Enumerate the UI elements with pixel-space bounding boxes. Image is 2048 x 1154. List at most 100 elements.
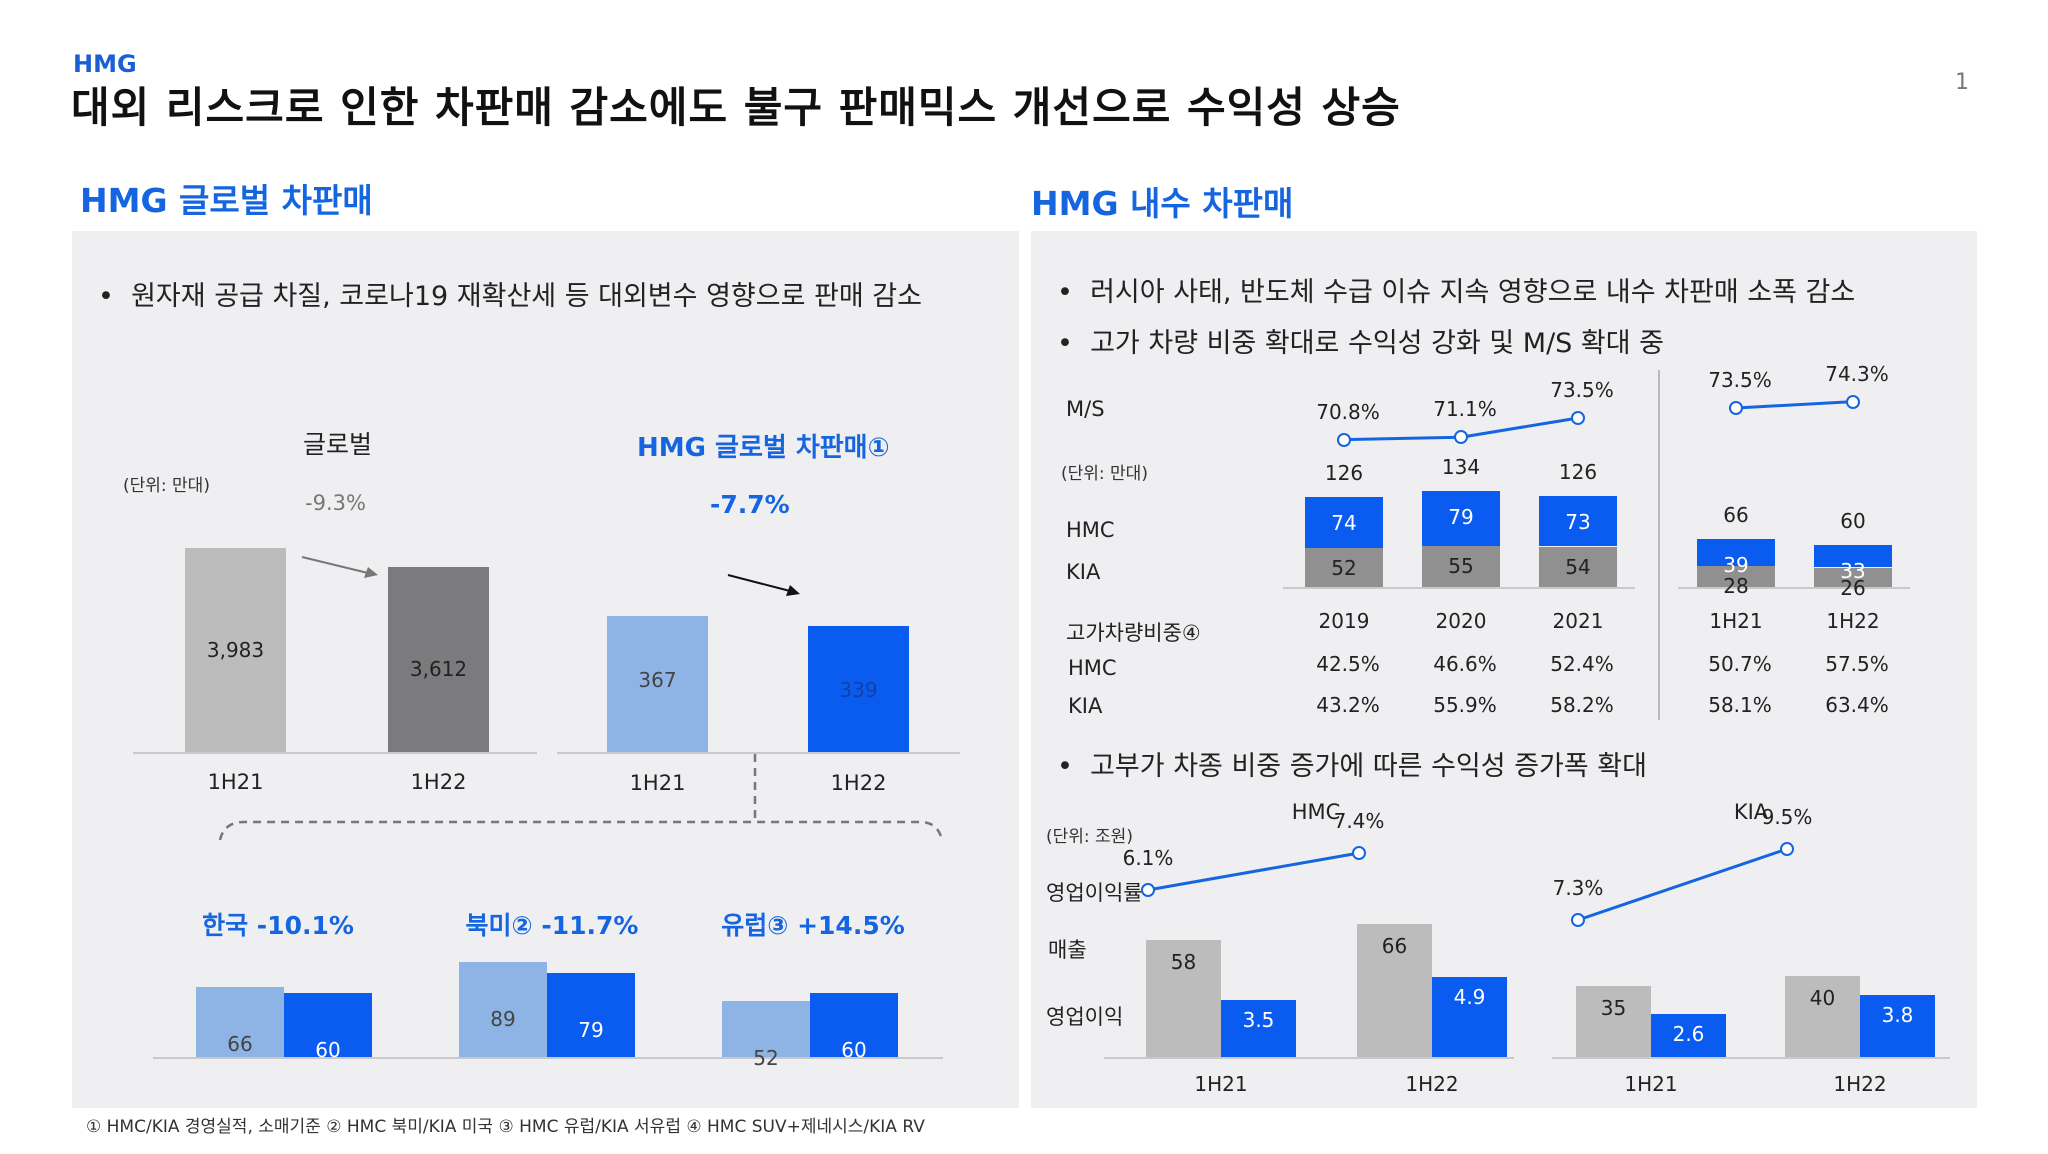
region-change-label: 한국 -10.1% (202, 911, 354, 940)
annual-kia-value: 54 (1565, 554, 1591, 579)
company-tag: HMG (73, 50, 137, 78)
annual-premium-kia: 58.2% (1550, 693, 1614, 717)
half-hmc-value: 39 (1723, 553, 1749, 578)
half-category: 1H22 (1826, 609, 1880, 633)
global-bar (388, 566, 489, 752)
half-hmc-bar (1814, 544, 1892, 568)
kia-profit-revenue-value: 35 (1600, 996, 1627, 1021)
kia-profit-margin-point (1780, 842, 1794, 856)
half-ms-point (1846, 394, 1860, 409)
region-bar-value: 79 (578, 1017, 604, 1042)
annual-category: 2019 (1318, 609, 1370, 633)
footnote: ① HMC/KIA 경영실적, 소매기준 ② HMC 북미/KIA 미국 ③ H… (86, 1117, 925, 1137)
hmc-profit-title: HMC (1291, 800, 1341, 824)
annual-ms-value: 73.5% (1550, 378, 1614, 402)
hmc-row-label: HMC (1066, 518, 1115, 542)
half-kia-bar (1697, 566, 1775, 587)
annual-hmc-value: 74 (1331, 510, 1357, 535)
global-tick-label: 1H21 (207, 770, 264, 794)
half-kia-value: 28 (1723, 574, 1749, 598)
hmc-profit-margin-point (1352, 846, 1366, 860)
kia-profit-category: 1H21 (1624, 1072, 1678, 1096)
hmc-profit-axis (1104, 1057, 1514, 1059)
region-bar (459, 962, 547, 1057)
annual-hmc-value: 73 (1565, 510, 1591, 535)
half-kia-bar (1814, 567, 1892, 587)
annual-hmc-bar (1539, 496, 1617, 547)
hmc-profit-revenue-bar (1146, 940, 1221, 1057)
left-bullet: • 원자재 공급 차질, 코로나19 재확산세 등 대외변수 영향으로 판매 감… (98, 281, 922, 312)
half-premium-hmc: 50.7% (1708, 652, 1772, 676)
half-kia-value: 26 (1840, 575, 1866, 600)
annual-total-value: 134 (1441, 455, 1481, 480)
region-change-label: 유럽③ +14.5% (721, 911, 905, 940)
kia-profit-revenue-value: 40 (1809, 986, 1836, 1011)
kia-profit-op-income-value: 2.6 (1672, 1022, 1705, 1047)
kia-profit-op-income-bar (1860, 994, 1935, 1057)
right-section-title: HMG 내수 차판매 (1031, 184, 1294, 223)
kia-profit-op-income-value: 3.8 (1881, 1002, 1914, 1027)
page-title: 대외 리스크로 인한 차판매 감소에도 불구 판매믹스 개선으로 수익성 상승 (71, 83, 1401, 132)
region-bar (722, 1001, 810, 1057)
half-total-value: 66 (1723, 503, 1749, 528)
annual-kia-value: 52 (1331, 556, 1357, 580)
kia-profit-revenue-bar (1576, 986, 1651, 1057)
hmg-trend-arrow (727, 574, 800, 596)
hmg-chart-label: HMG 글로벌 차판매① (637, 433, 890, 463)
premium-kia-row-label: KIA (1068, 694, 1103, 718)
page-number: 1 (1955, 70, 1969, 95)
kia-profit-margin-value: 9.5% (1761, 805, 1813, 829)
hmc-profit-revenue-value: 66 (1381, 934, 1408, 958)
hmc-profit-margin-value: 7.4% (1333, 809, 1385, 833)
annual-ms-point (1571, 411, 1585, 425)
profit-unit-label: (단위: 조원) (1046, 827, 1133, 847)
annual-kia-bar (1539, 546, 1617, 587)
hmc-profit-category: 1H21 (1194, 1072, 1248, 1096)
annual-total-value: 126 (1324, 460, 1364, 485)
hmc-profit-revenue-bar (1357, 924, 1432, 1057)
annual-ms-point (1337, 432, 1351, 447)
annual-kia-bar (1305, 548, 1383, 587)
region-bar-value: 52 (753, 1046, 779, 1071)
region-bar-value: 60 (315, 1037, 341, 1062)
region-bar (196, 986, 284, 1057)
half-ms-value: 74.3% (1825, 361, 1889, 386)
premium-hmc-row-label: HMC (1068, 656, 1117, 680)
hmc-profit-op-income-bar (1432, 976, 1507, 1057)
region-bar-value: 66 (227, 1031, 253, 1056)
op-income-row-label: 영업이익 (1046, 1005, 1124, 1029)
annual-total-value: 126 (1558, 460, 1598, 485)
kia-profit-revenue-bar (1785, 976, 1860, 1057)
half-hmc-bar (1697, 539, 1775, 566)
annual-premium-hmc: 46.6% (1433, 652, 1497, 676)
region-bar-value: 60 (841, 1037, 867, 1062)
global-axis (133, 752, 537, 754)
hmg-bar (808, 626, 909, 752)
region-change-label: 북미② -11.7% (465, 911, 639, 940)
annual-category: 2020 (1435, 609, 1487, 633)
hmg-bar (607, 616, 708, 752)
region-bar (284, 992, 372, 1057)
region-bar-value: 89 (490, 1007, 516, 1031)
ms-row-label: M/S (1066, 397, 1105, 421)
global-change: -9.3% (305, 491, 366, 515)
annual-ms-value: 70.8% (1316, 399, 1380, 424)
annual-premium-kia: 43.2% (1316, 693, 1380, 717)
half-ms-point (1729, 401, 1743, 415)
half-premium-hmc: 57.5% (1825, 652, 1889, 676)
annual-premium-kia: 55.9% (1433, 693, 1497, 717)
right-bullet-3: • 고부가 차종 비중 증가에 따른 수익성 증가폭 확대 (1057, 751, 1647, 782)
margin-row-label: 영업이익률 (1046, 881, 1143, 905)
right-bullet-2: • 고가 차량 비중 확대로 수익성 강화 및 M/S 확대 중 (1057, 328, 1664, 359)
global-label: 글로벌 (303, 430, 373, 459)
annual-ms-point (1454, 430, 1468, 445)
premium-row-label: 고가차량비중④ (1066, 621, 1201, 645)
region-axis (153, 1057, 943, 1059)
half-hmc-value: 33 (1840, 558, 1866, 583)
half-premium-kia: 58.1% (1708, 693, 1772, 717)
kia-profit-margin-value: 7.3% (1552, 876, 1604, 900)
hmg-bar-value: 367 (638, 668, 677, 692)
hmg-tick-label: 1H21 (629, 771, 686, 795)
kia-profit-margin-point (1571, 913, 1585, 927)
hmc-profit-margin-value: 6.1% (1122, 846, 1174, 870)
